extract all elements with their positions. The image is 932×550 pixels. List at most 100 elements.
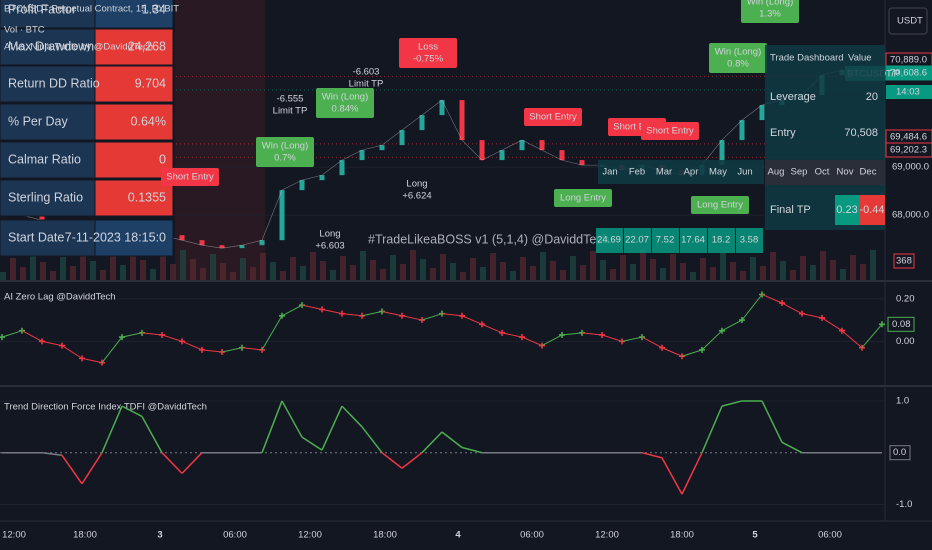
grid (0, 75, 885, 505)
candle (359, 150, 365, 161)
annotation-box (741, 0, 799, 23)
month-value: 7.52 (656, 235, 675, 246)
table-label: % Per Day (8, 114, 68, 128)
table-label: Start Date (8, 230, 64, 244)
volume-bar (360, 251, 366, 280)
time-label: 06:00 (818, 530, 842, 541)
table-value: 7-11-2023 18:15:0 (65, 230, 166, 244)
volume-bar (830, 260, 836, 280)
zero-lag-segment (561, 332, 583, 336)
month-value: 17.64 (681, 235, 705, 246)
table-label-cell (0, 28, 96, 66)
annotation-box (256, 137, 314, 167)
month-value-cell (708, 228, 735, 253)
price-marker-box (885, 142, 932, 158)
month-value-cell (680, 228, 707, 253)
month-label: Apr (684, 167, 699, 178)
volume-bar (590, 251, 596, 280)
zero-lag-segment (861, 323, 883, 349)
annotation-text: Short Entry (613, 122, 661, 133)
volume-bar (610, 269, 616, 280)
currency-box[interactable] (888, 7, 928, 35)
table-label-cell (0, 0, 96, 29)
tdfi-segment (101, 405, 123, 454)
candle (279, 190, 285, 241)
currency[interactable]: USDT (897, 16, 923, 27)
time-label: 12:00 (595, 530, 619, 541)
candle (419, 115, 425, 131)
zero-lag-segment (521, 336, 543, 347)
zero-lag-segment (61, 345, 83, 359)
zero-lag-segment (641, 336, 663, 349)
volume-bar (190, 259, 196, 280)
price-marker-label: 70,889.0 (890, 55, 927, 66)
volume-bar (290, 257, 296, 280)
last-value: 0.08 (892, 319, 911, 330)
volume-bar (490, 253, 496, 280)
candle (379, 145, 385, 151)
candle (759, 105, 765, 121)
volume-bar (120, 265, 126, 280)
volume-bar (710, 267, 716, 280)
zero-lag-segment (681, 349, 703, 357)
zero-lag-segment (81, 357, 103, 364)
table-value: 24,268 (128, 39, 166, 53)
annotation-text: Win (Long) (262, 141, 308, 152)
zero-lag-segment (721, 319, 743, 332)
volume-bar (380, 269, 386, 280)
volume-bar (50, 271, 56, 280)
price-tick-label: 68,000.0 (892, 210, 929, 221)
zero-lag-segment (201, 349, 223, 353)
dashboard-month: Sep (791, 167, 808, 178)
time-label: 5 (752, 530, 758, 541)
zero-lag-segment (501, 332, 523, 338)
last-value: 0.0 (893, 447, 906, 458)
tdfi-segment (721, 400, 743, 407)
tdfi-segment (301, 436, 323, 451)
dashboard-month: Nov (837, 167, 854, 178)
candle (219, 245, 225, 249)
volume-bar (620, 255, 626, 280)
zero-lag-segment (781, 302, 803, 315)
y-tick-label: 0.00 (896, 336, 915, 347)
month-value-cell (596, 228, 623, 253)
table-value: 9.704 (135, 76, 166, 90)
tdfi-segment (321, 405, 343, 451)
tdfi-segment (121, 405, 143, 418)
volume-bar (750, 257, 756, 280)
dashboard-header: Trade Dashboard (770, 53, 844, 64)
volume-title: Vol · BTC (4, 25, 45, 36)
volume-bar (450, 263, 456, 280)
zero-lag-point (19, 327, 25, 334)
annotation-text: Limit TP (349, 79, 384, 90)
zero-lag-segment (261, 315, 283, 351)
table-value: 0 (159, 152, 166, 166)
annotation-text: Long Entry (560, 193, 606, 204)
zero-lag-segment (821, 317, 843, 332)
volume-bar (100, 270, 106, 280)
table-value-cell (94, 65, 174, 103)
volume-bar (840, 269, 846, 280)
time-label: 18:00 (73, 530, 97, 541)
countdown: 14:03 (896, 87, 920, 98)
final-tp-cell (859, 195, 885, 225)
annotation-text: Long (319, 229, 340, 240)
volume-label-box (893, 253, 915, 269)
candle (179, 235, 185, 241)
annotation-text: Long Entry (697, 200, 743, 211)
y-tick-label: 0.20 (896, 293, 915, 304)
zero-lag-segment (321, 308, 343, 315)
volume-bar (170, 264, 176, 280)
volume-bar (350, 265, 356, 280)
tdfi-segment (381, 452, 403, 469)
candle (199, 240, 205, 246)
volume-bar (140, 260, 146, 280)
candle (519, 140, 525, 151)
candle (239, 245, 245, 249)
volume-bar (60, 257, 66, 280)
volume-bar (270, 262, 276, 280)
volume-bar (150, 269, 156, 280)
volume-bar (550, 261, 556, 280)
zero-lag-segment (381, 311, 403, 317)
